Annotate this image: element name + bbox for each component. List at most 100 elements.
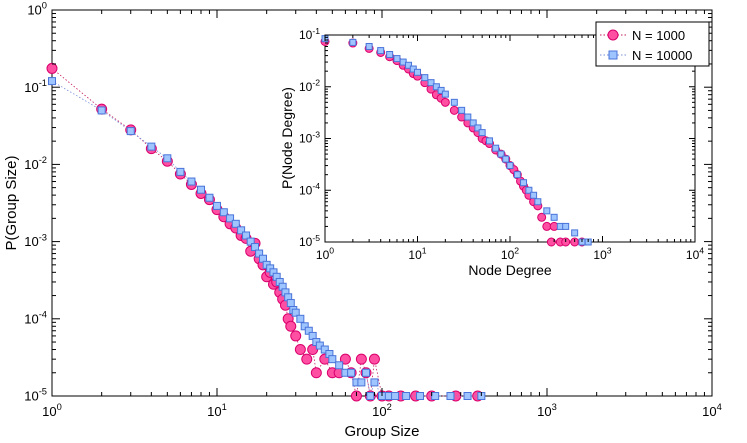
data-point-n10000 [530,191,538,199]
data-point-n10000 [349,38,357,46]
data-point-n10000 [506,162,514,170]
data-point-n10000 [97,106,106,115]
y-tick-label: 10-2 [24,155,47,172]
data-point-n10000 [474,124,482,132]
data-point-n10000 [370,378,379,387]
data-point-n10000 [414,68,421,76]
data-point-n10000 [347,368,356,377]
data-point-n10000 [391,392,400,400]
data-point-n10000 [571,229,579,237]
data-point-n10000 [458,106,466,114]
x-tick-label: 104 [702,402,722,419]
y-tick-label: 10-3 [24,232,47,249]
data-point-n10000 [502,155,510,163]
x-tick-label: 102 [372,402,392,419]
data-point-n10000 [432,83,440,91]
data-point-n1000 [301,353,313,365]
data-point-n10000 [335,361,344,370]
data-point-n10000 [219,208,228,217]
data-point-n10000 [513,171,521,179]
data-point-n10000 [251,243,260,252]
legend: N = 1000 N = 10000 [595,21,710,67]
data-point-n10000 [296,314,305,323]
data-point-n10000 [464,113,472,121]
data-point-n1000 [355,353,367,365]
data-point-n10000 [562,222,570,230]
main-y-axis-label: P(Group Size) [3,155,20,250]
data-point-n10000 [393,55,401,63]
data-point-n10000 [431,392,440,400]
data-point-n10000 [357,378,366,387]
main-chart: 100 101 102 103 104 10-5 10-4 10-3 10-2 10-1100 … [3,1,722,440]
data-point-n10000 [450,98,458,106]
y-tick-label: 10-4 [299,181,320,197]
y-tick-label: 10-5 [24,387,47,404]
data-point-n10000 [320,345,329,354]
data-point-n10000 [366,392,375,400]
data-point-n10000 [437,86,445,94]
data-point-n10000 [242,231,251,240]
legend-marker-n10000 [608,50,618,60]
x-tick-label: 100 [42,402,62,419]
data-point-n1000 [46,62,58,74]
y-tick-label: 10-1 [299,26,320,42]
x-tick-label: 104 [686,246,704,262]
data-point-n10000 [246,237,255,246]
data-point-n10000 [405,61,413,69]
legend-label-n1000: N = 1000 [632,28,685,43]
main-series-layer [46,62,486,402]
data-point-n10000 [446,392,455,400]
data-point-n1000 [546,237,556,247]
x-tick-label: 103 [537,402,557,419]
data-point-n10000 [176,167,185,176]
inset-y-axis-label: P(Node Degree) [279,87,295,189]
data-point-n10000 [492,144,500,152]
data-point-n10000 [497,150,505,158]
data-point-n10000 [362,368,371,377]
data-point-n1000 [449,105,459,115]
data-point-n10000 [147,142,156,151]
data-point-n1000 [285,320,297,332]
data-point-n10000 [534,198,542,206]
inset-chart: 100 101 102 103 104 10-5 10-4 10-3 10-2 10-1 Nod… [279,26,704,278]
data-point-n1000 [294,344,306,356]
data-point-n10000 [126,127,135,136]
data-point-n10000 [226,214,235,223]
y-tick-label: 100 [27,1,47,18]
data-point-n10000 [421,74,429,82]
main-y-ticks: 10-5 10-4 10-3 10-2 10-1 100 [24,1,712,404]
data-point-n10000 [197,185,206,194]
data-point-n10000 [485,137,493,145]
data-point-n10000 [300,322,309,331]
data-point-n1000 [290,330,302,342]
x-tick-label: 103 [593,246,611,262]
main-x-axis-label: Group Size [344,423,419,440]
data-point-n10000 [205,193,214,202]
data-point-n10000 [402,392,411,400]
inset-x-axis-label: Node Degree [468,262,551,278]
data-point-n10000 [543,207,551,215]
data-point-n10000 [550,213,558,221]
legend-marker-n1000 [607,29,619,41]
inset-y-ticks: 10-5 10-4 10-3 10-2 10-1 [299,26,695,249]
y-tick-label: 10-5 [299,233,320,249]
data-point-n10000 [163,154,172,163]
main-x-ticks: 100 101 102 103 104 [42,10,722,419]
data-point-n10000 [213,201,221,210]
legend-label-n10000: N = 10000 [632,48,692,63]
data-point-n10000 [291,308,300,317]
data-point-n10000 [48,77,56,86]
x-tick-label: 101 [408,246,426,262]
data-point-n1000 [368,353,380,365]
data-point-n10000 [365,42,373,50]
data-point-n10000 [231,219,240,228]
data-point-n10000 [441,90,449,98]
data-point-n10000 [386,50,394,58]
y-tick-label: 10-2 [299,78,320,94]
y-tick-label: 10-1 [24,78,47,95]
data-point-n10000 [237,226,246,235]
x-tick-label: 102 [501,246,519,262]
inset-series-layer [320,35,592,247]
x-tick-label: 100 [316,246,334,262]
